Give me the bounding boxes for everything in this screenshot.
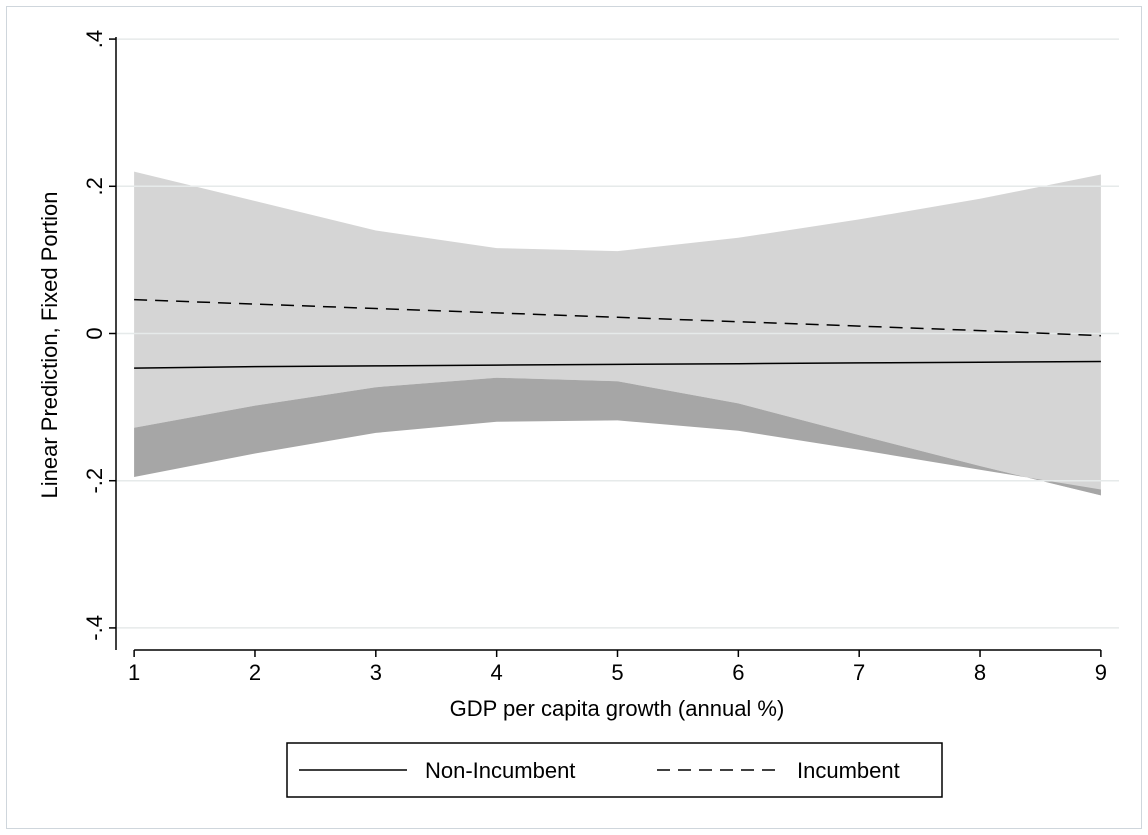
x-axis-label: GDP per capita growth (annual %) [450, 696, 785, 721]
series-line-non-incumbent [134, 360, 1101, 369]
x-tick-label-2: 3 [370, 660, 382, 685]
series-lines [134, 298, 1101, 369]
y-tick-label-4: .4 [82, 30, 107, 48]
chart-svg: -.4 -.2 0 .2 .4 1 2 3 4 5 6 7 8 9 GDP per capita grow… [37, 30, 1119, 798]
x-tick-label-8: 9 [1095, 660, 1107, 685]
chart-frame: -.4 -.2 0 .2 .4 1 2 3 4 5 6 7 8 9 GDP per capita grow… [6, 6, 1142, 829]
x-tick-label-5: 6 [732, 660, 744, 685]
series-line-incumbent [134, 298, 1101, 337]
y-tick-label-1: -.2 [82, 468, 107, 494]
y-tick-label-0: -.4 [82, 615, 107, 641]
gridlines [116, 38, 1119, 629]
legend-label-incumbent: Incumbent [797, 758, 900, 783]
x-tick-label-6: 7 [853, 660, 865, 685]
y-tick-label-2: 0 [82, 327, 107, 339]
ci-band-non-incumbent [134, 377, 1101, 496]
x-tick-label-1: 2 [249, 660, 261, 685]
legend: Non-Incumbent Incumbent [286, 742, 943, 798]
x-tick-label-3: 4 [491, 660, 503, 685]
tick-labels: -.4 -.2 0 .2 .4 1 2 3 4 5 6 7 8 9 [82, 30, 1107, 685]
x-tick-label-0: 1 [128, 660, 140, 685]
x-tick-label-7: 8 [974, 660, 986, 685]
y-axis-label: Linear Prediction, Fixed Portion [37, 192, 62, 499]
axes [109, 37, 1102, 657]
y-tick-label-3: .2 [82, 177, 107, 195]
legend-label-non-incumbent: Non-Incumbent [425, 758, 575, 783]
x-tick-label-4: 5 [611, 660, 623, 685]
